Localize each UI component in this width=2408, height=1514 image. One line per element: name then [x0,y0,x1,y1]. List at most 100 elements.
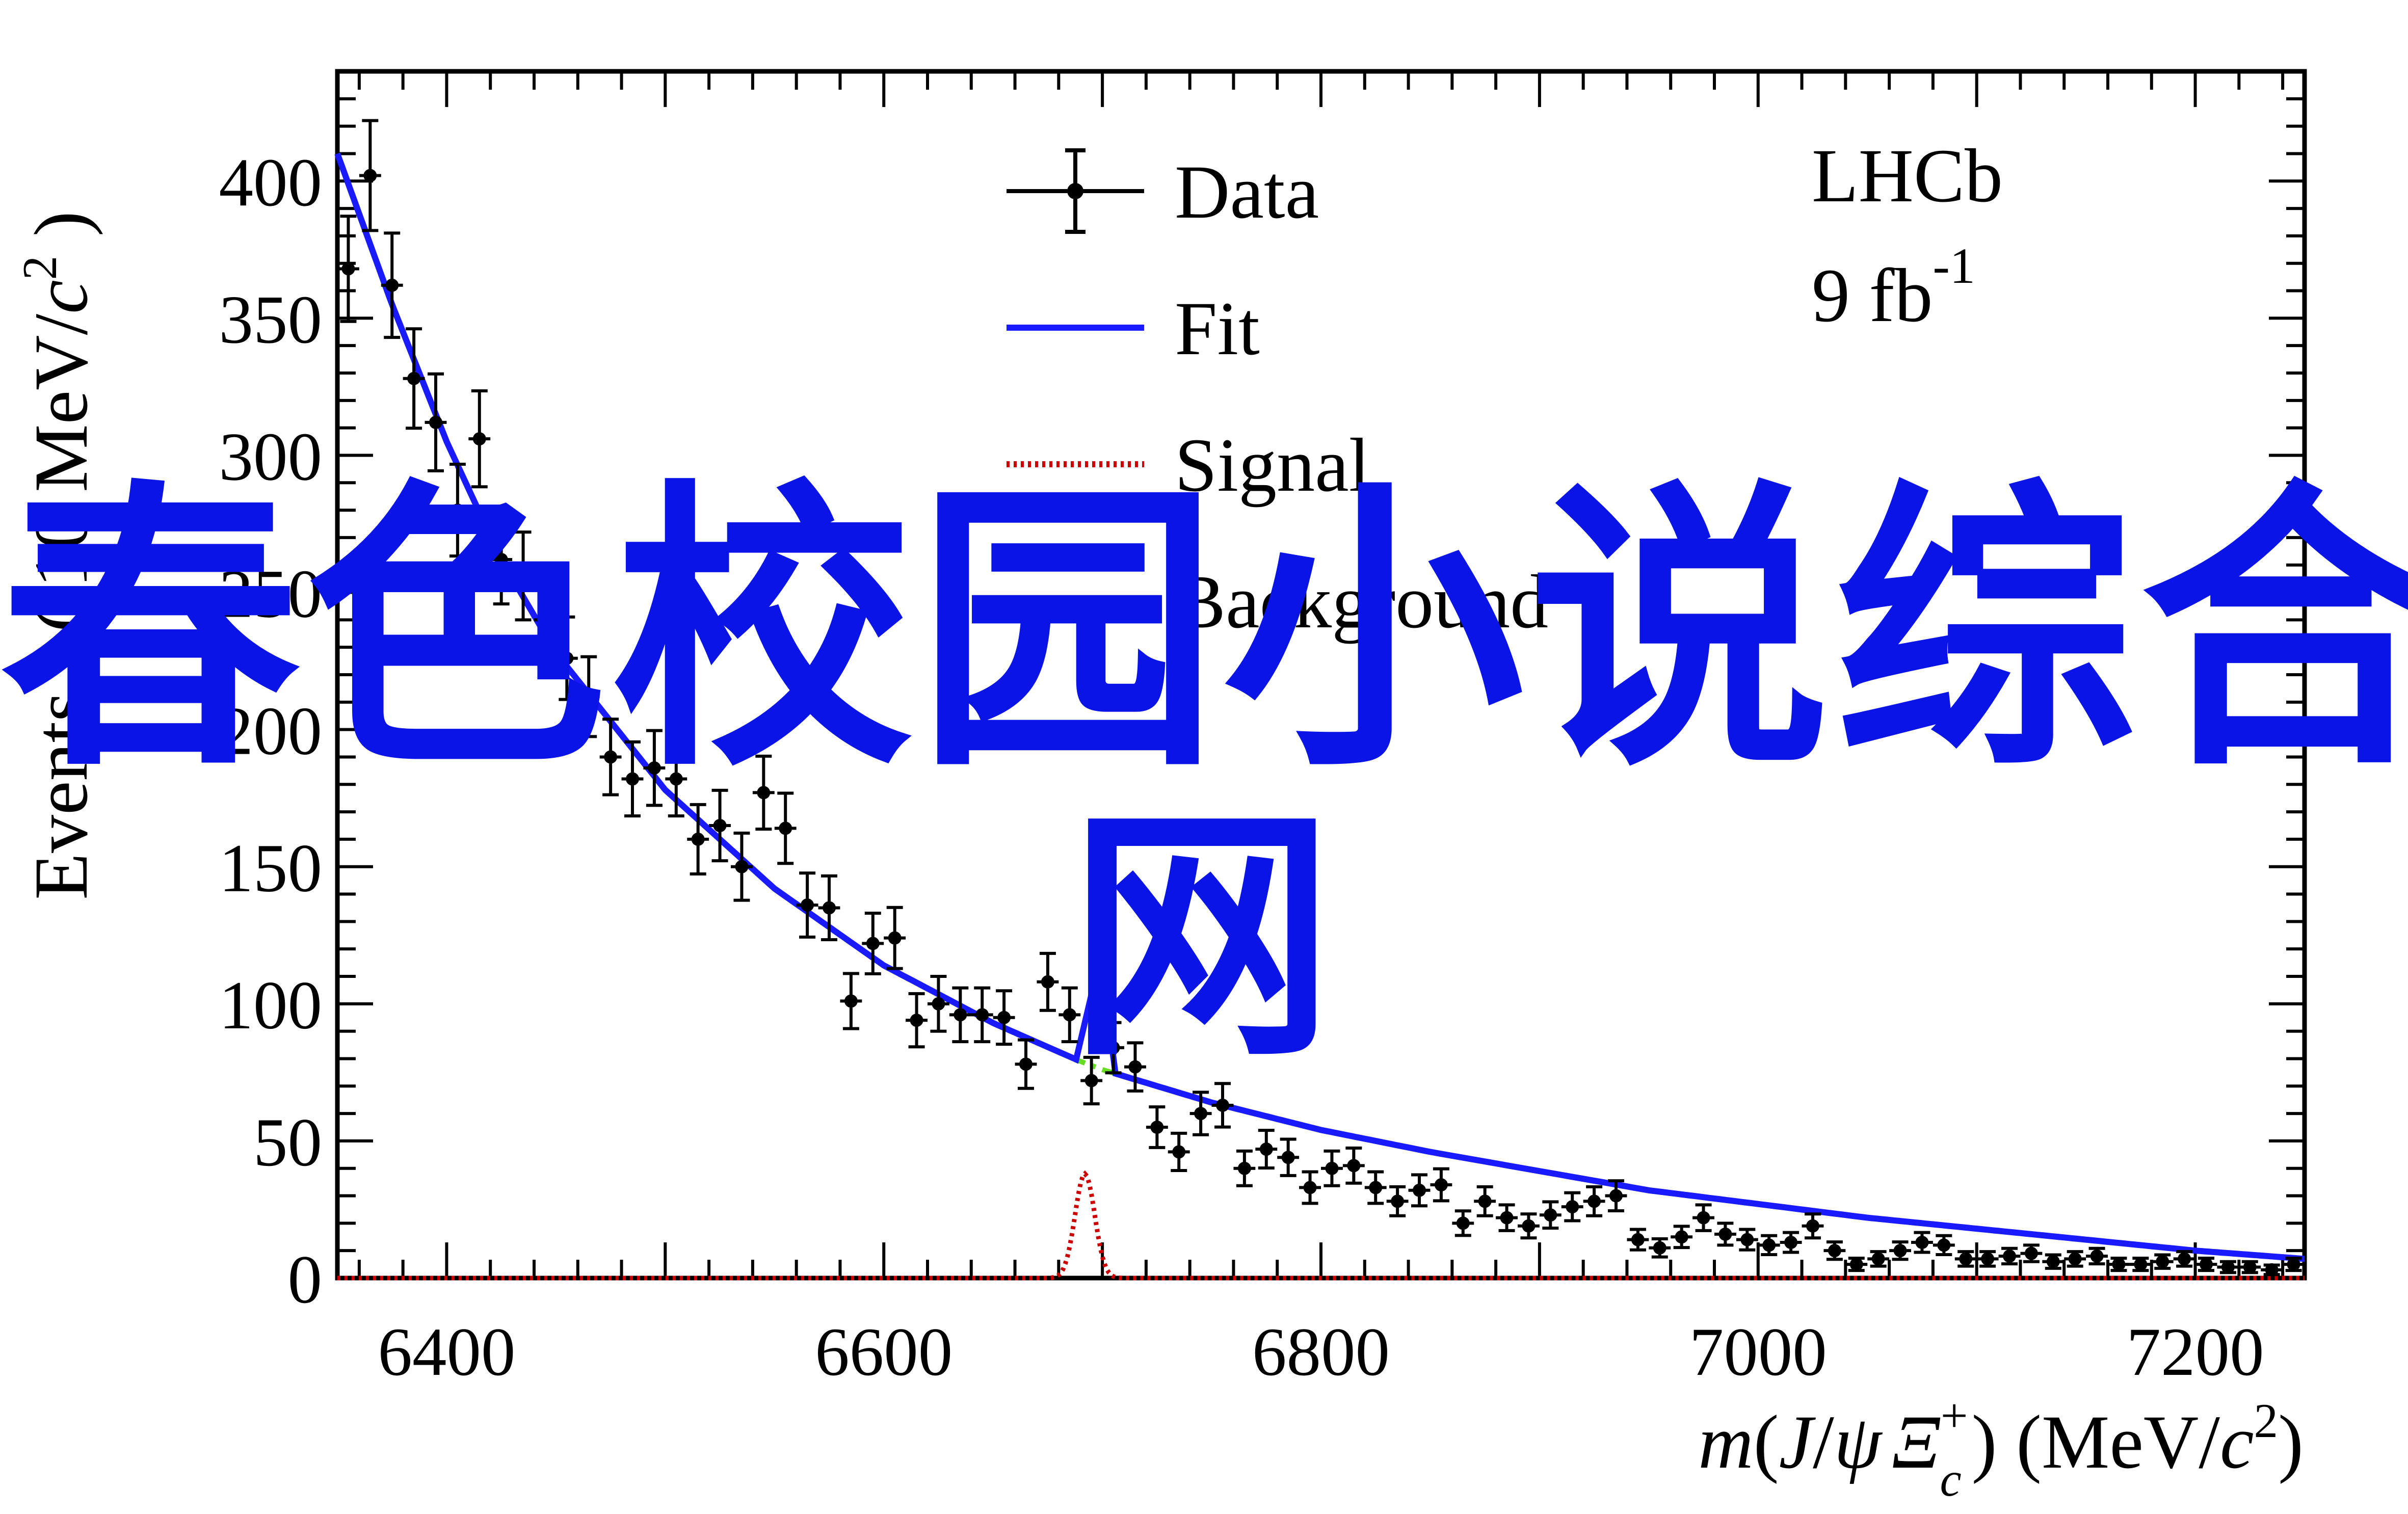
data-point-marker [2024,1246,2038,1260]
data-point [555,615,578,701]
legend-symbol-marker [1067,183,1083,199]
data-point [1408,1173,1431,1208]
x-axis-label-sup: + [1941,1389,1968,1443]
y-tick-label: 300 [219,419,323,495]
data-point [884,906,906,970]
legend-label: Data [1175,150,1319,234]
data-point [1954,1250,1977,1268]
luminosity-label: 9 fb [1812,253,1933,338]
data-point [337,215,359,323]
data-point [1124,1041,1146,1093]
data-point [709,788,731,863]
data-point [2261,1263,2283,1277]
y-tick-label: 350 [219,282,323,358]
data-point-marker [2243,1260,2257,1274]
luminosity-exponent: -1 [1933,237,1975,294]
data-point-marker [2112,1258,2126,1271]
data-point-marker [1237,1161,1251,1175]
data-point [1386,1185,1409,1217]
data-point-marker [1959,1252,1973,1266]
data-point-marker [1653,1241,1666,1255]
y-axis-label-prefix: Events / ( 10 MeV/ [19,314,103,900]
data-point [1845,1257,1868,1272]
data-point-marker [1391,1194,1405,1208]
signal-curve [337,1170,2305,1281]
data-point [687,803,709,875]
data-point [1452,1209,1474,1237]
x-axis-label-open: ( [1754,1400,1779,1484]
data-point [2086,1246,2108,1266]
data-point-marker [1762,1238,1776,1252]
x-axis-label-sub: c [1940,1452,1961,1506]
y-tick-label: 400 [219,145,323,221]
data-point-marker [669,772,683,786]
data-point [1911,1231,1933,1254]
x-tick-label: 6600 [815,1314,952,1390]
watermark-text-line-2: 网 [1069,783,1339,1092]
data-point-marker [1150,1121,1164,1134]
data-point-marker [2156,1255,2169,1268]
x-axis-label-j: J [1779,1400,1816,1484]
data-point-marker [1697,1211,1710,1225]
data-point [1299,1170,1321,1205]
data-point-marker [932,997,945,1011]
data-point-marker [713,819,727,832]
data-point [665,740,687,818]
data-point-marker [2221,1260,2235,1274]
data-point-marker [1128,1060,1142,1074]
data-point-marker [1369,1181,1383,1194]
data-point [774,791,797,865]
data-point [599,718,622,796]
data-point [1189,1091,1212,1136]
data-point-marker [1784,1236,1798,1250]
data-point [2195,1257,2217,1272]
data-point [2108,1257,2130,1272]
data-point-marker [451,503,464,517]
data-point [1146,1105,1168,1149]
y-axis-label-suffix: ) [19,211,103,255]
y-tick-label: 250 [219,556,323,632]
data-point-marker [363,169,377,182]
data-point-marker [2200,1258,2213,1271]
data-point-marker [844,994,858,1008]
data-point [840,972,862,1030]
data-point [381,231,403,339]
data-point [2129,1257,2152,1272]
data-point-marker [823,901,836,915]
data-point-marker [1915,1236,1929,1250]
data-point-marker [1675,1230,1688,1244]
legend-entry: Data [1007,148,1319,234]
data-point-marker [1981,1252,1995,1266]
data-point [2042,1253,2065,1270]
data-point [490,513,513,606]
x-axis-label-psi: ψ [1834,1400,1883,1484]
data-point [1823,1240,1846,1261]
data-point-marker [1041,975,1054,989]
data-point [1430,1167,1452,1203]
data-point-marker [1871,1252,1885,1266]
data-point [1561,1191,1583,1223]
data-point-marker [560,651,574,665]
y-tick-label: 100 [219,968,323,1044]
data-point-marker [1456,1216,1470,1230]
data-point-marker [910,1014,923,1027]
data-point-marker [1478,1194,1492,1208]
data-point [796,871,818,939]
x-axis-label-xi: Ξ [1892,1400,1941,1484]
data-point [446,463,469,558]
data-point [1583,1185,1605,1217]
data-point-marker [1259,1143,1273,1156]
data-point-marker [888,931,902,945]
data-point [1998,1246,2021,1266]
y-axis-label-exp: 2 [13,256,67,280]
data-point-marker [538,613,552,627]
legend-entry: Signal [1007,423,1370,508]
data-point-marker [1522,1219,1536,1233]
y-axis-label-c: c [19,280,103,314]
data-point [1671,1225,1693,1250]
data-point [403,327,425,430]
data-point [512,530,534,622]
data-point [1758,1234,1780,1257]
data-point-marker [1084,1074,1098,1087]
legend-entry: Background [1007,560,1548,644]
